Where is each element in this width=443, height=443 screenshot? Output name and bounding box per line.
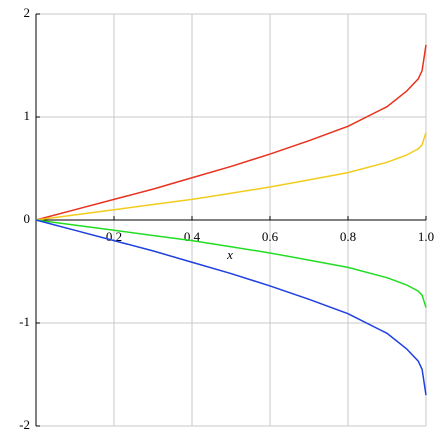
line-series: [35, 132, 427, 221]
line-series: [35, 219, 427, 396]
y-tick-label: -2: [19, 417, 30, 432]
x-tick-label: 0.8: [340, 229, 356, 244]
y-tick-label: 1: [24, 108, 31, 123]
x-tick-label: 1.0: [418, 229, 434, 244]
y-tick-label: -1: [19, 314, 30, 329]
y-tick-label: 2: [24, 5, 31, 20]
y-tick-label: 0: [24, 211, 31, 226]
line-series: [35, 219, 427, 308]
x-tick-label: 0.6: [262, 229, 279, 244]
line-series: [35, 44, 427, 221]
x-axis-label: x: [226, 247, 233, 262]
